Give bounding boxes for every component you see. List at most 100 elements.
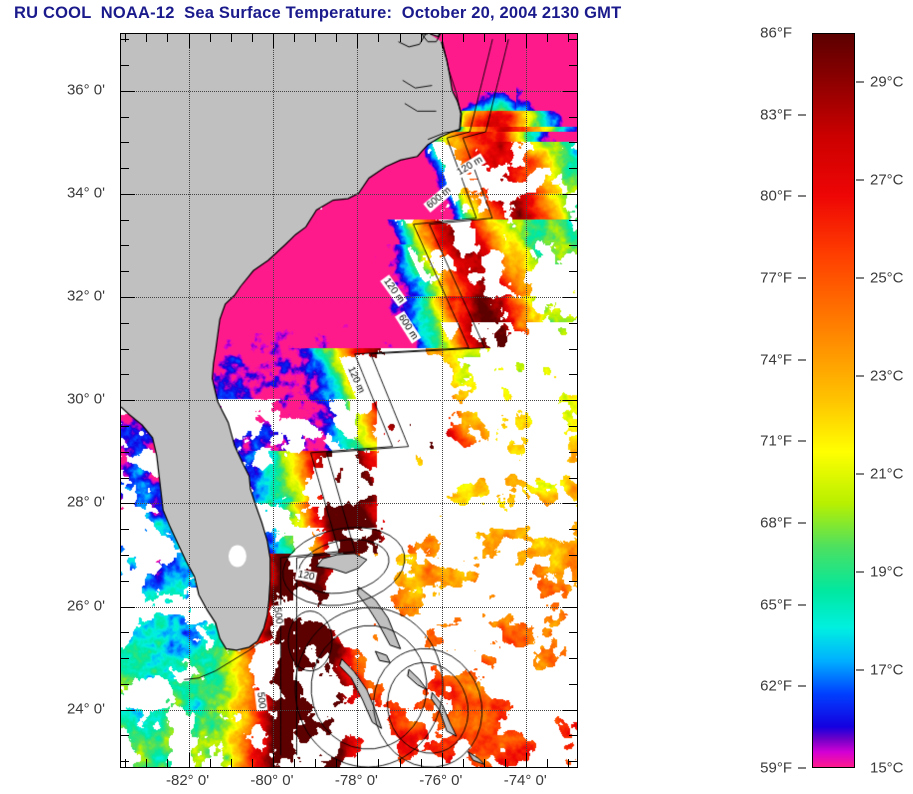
colorbar-tick — [856, 277, 864, 279]
colorbar-celsius-label: 29°C — [870, 73, 904, 91]
map-axis-tick — [547, 34, 549, 42]
map-axis-tick — [378, 34, 380, 42]
map-axis-tick — [484, 759, 486, 767]
map-axis-tick — [569, 683, 577, 685]
map-axis-tick — [209, 759, 211, 767]
colorbar-celsius-label: 25°C — [870, 269, 904, 287]
map-axis-tick — [568, 34, 570, 42]
colorbar-tick — [856, 179, 864, 181]
map-axis-tick — [569, 761, 577, 763]
map-axis-tick — [569, 245, 577, 247]
longitude-label: -80° 0' — [250, 772, 294, 789]
map-axis-tick — [336, 34, 338, 42]
map-axis-tick — [569, 580, 577, 582]
map-axis-tick — [125, 759, 127, 767]
map-axis-tick — [569, 64, 577, 66]
map-axis-tick — [294, 759, 296, 767]
colorbar-tick — [798, 685, 806, 687]
map-axis-tick — [121, 632, 129, 634]
map-axis-tick — [563, 297, 577, 299]
colorbar-celsius-label: 19°C — [870, 563, 904, 581]
latitude-label: 36° 0' — [66, 81, 105, 99]
colorbar-fahrenheit-label: 71°F — [760, 432, 792, 450]
latitude-label: 32° 0' — [66, 287, 105, 305]
colorbar-celsius-label: 21°C — [870, 465, 904, 483]
colorbar-tick — [798, 277, 806, 279]
map-axis-tick — [121, 709, 135, 711]
map-axis-tick — [121, 142, 129, 144]
map-axis-tick — [505, 34, 507, 42]
colorbar-fahrenheit-label: 65°F — [760, 596, 792, 614]
map-axis-tick — [357, 34, 359, 48]
colorbar-celsius-label: 15°C — [870, 759, 904, 777]
map-axis-tick — [315, 34, 317, 42]
map-axis-tick — [569, 632, 577, 634]
longitude-axis-labels: -82° 0' -80° 0' -78° 0' -76° 0' -74° 0' — [120, 770, 578, 794]
map-axis-tick — [357, 753, 359, 767]
map-axis-tick — [121, 477, 129, 479]
map-axis-tick — [121, 451, 129, 453]
map-axis-tick — [484, 34, 486, 42]
map-axis-tick — [569, 554, 577, 556]
map-axis-tick — [272, 34, 274, 48]
map-axis-tick — [462, 759, 464, 767]
map-axis-tick — [563, 709, 577, 711]
map-axis-tick — [441, 753, 443, 767]
map-axis-tick — [378, 759, 380, 767]
map-axis-tick — [121, 64, 129, 66]
map-axis-tick — [121, 761, 129, 763]
colorbar-fahrenheit-labels: 86°F 83°F 80°F 77°F 74°F 71°F 68°F 65°F 62°F 59°F — [700, 25, 806, 777]
map-axis-tick — [121, 580, 129, 582]
map-axis-tick — [121, 503, 135, 505]
map-axis-tick — [336, 759, 338, 767]
map-axis-tick — [121, 606, 135, 608]
map-axis-tick — [547, 759, 549, 767]
colorbar-celsius-label: 27°C — [870, 171, 904, 189]
page-title: RU COOL NOAA-12 Sea Surface Temperature:… — [14, 4, 622, 22]
map-axis-tick — [121, 374, 129, 376]
map-axis-tick — [569, 219, 577, 221]
latitude-label: 30° 0' — [66, 390, 105, 408]
latitude-label: 24° 0' — [66, 700, 105, 718]
map-axis-tick — [121, 348, 129, 350]
map-axis-tick — [121, 658, 129, 660]
map-axis-tick — [272, 753, 274, 767]
map-axis-tick — [505, 759, 507, 767]
map-axis-tick — [563, 503, 577, 505]
map-axis-tick — [399, 34, 401, 42]
map-axis-tick — [399, 759, 401, 767]
map-axis-tick — [121, 400, 135, 402]
sst-map-panel[interactable] — [120, 33, 578, 768]
colorbar-fahrenheit-label: 86°F — [760, 24, 792, 42]
map-axis-tick — [146, 34, 148, 42]
map-axis-tick — [569, 477, 577, 479]
map-axis-tick — [569, 348, 577, 350]
map-axis-tick — [294, 34, 296, 42]
map-axis-tick — [563, 90, 577, 92]
map-axis-tick — [420, 759, 422, 767]
map-axis-tick — [563, 193, 577, 195]
map-axis-tick — [121, 168, 129, 170]
map-axis-tick — [563, 400, 577, 402]
map-axis-tick — [121, 735, 129, 737]
map-axis-tick — [251, 34, 253, 42]
colorbar-celsius-labels: 29°C 27°C 25°C 23°C 21°C 19°C 17°C 15°C — [856, 33, 913, 777]
longitude-label: -82° 0' — [166, 772, 210, 789]
colorbar-tick — [856, 81, 864, 83]
colorbar-tick — [856, 571, 864, 573]
latitude-label: 28° 0' — [66, 493, 105, 511]
map-axis-tick — [569, 116, 577, 118]
map-axis-tick — [251, 759, 253, 767]
colorbar-tick — [798, 522, 806, 524]
map-axis-tick — [526, 34, 528, 48]
colorbar-tick — [798, 195, 806, 197]
map-axis-tick — [121, 426, 129, 427]
longitude-label: -78° 0' — [334, 772, 378, 789]
map-axis-tick — [121, 39, 129, 41]
map-axis-tick — [230, 34, 232, 42]
temperature-colorbar[interactable] — [812, 33, 855, 768]
colorbar-tick — [856, 669, 864, 671]
sst-map-canvas[interactable] — [121, 34, 577, 767]
map-axis-tick — [569, 426, 577, 427]
map-axis-tick — [121, 90, 135, 92]
